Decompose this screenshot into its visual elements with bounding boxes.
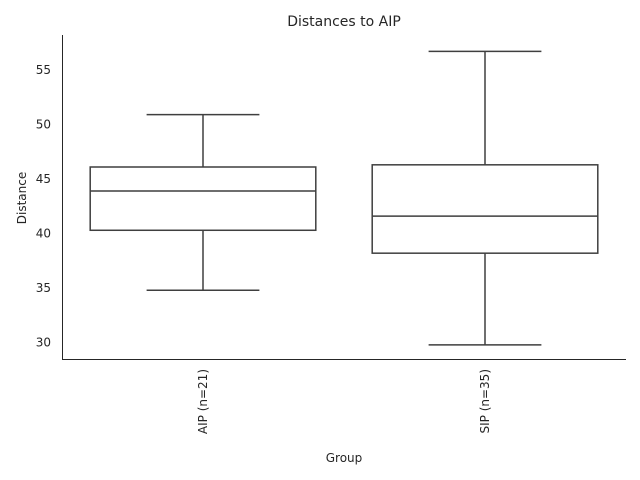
plot-area	[89, 50, 599, 346]
y-axis-ticks: 30 35 40 45 50 55	[36, 63, 51, 350]
y-tick-label: 30	[36, 336, 51, 350]
iqr-box	[89, 166, 317, 232]
x-axis-ticks: AIP (n=21) SIP (n=35)	[196, 369, 492, 434]
y-tick-label: 55	[36, 63, 51, 77]
box-group	[371, 50, 599, 346]
x-tick-label: AIP (n=21)	[196, 369, 210, 434]
y-tick-label: 50	[36, 117, 51, 131]
chart-title: Distances to AIP	[287, 14, 401, 30]
x-axis-label: Group	[326, 451, 363, 465]
y-tick-label: 40	[36, 227, 51, 241]
iqr-box	[371, 164, 599, 254]
y-tick-label: 35	[36, 281, 51, 295]
box-group	[89, 113, 317, 292]
y-axis-label: Distance	[15, 172, 29, 224]
y-tick-label: 45	[36, 172, 51, 186]
x-tick-label: SIP (n=35)	[478, 369, 492, 434]
